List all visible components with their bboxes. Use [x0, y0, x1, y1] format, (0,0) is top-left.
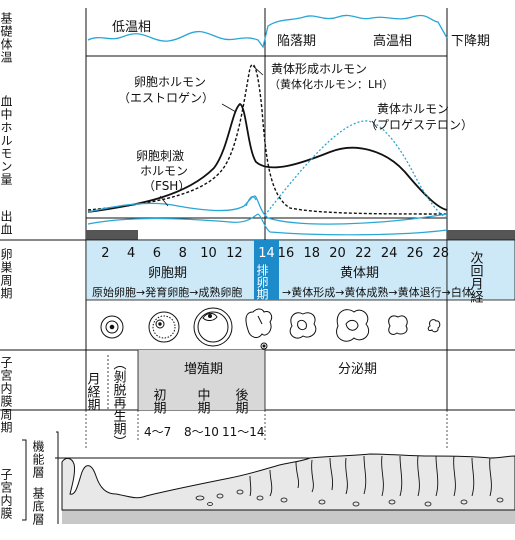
estrogen-label-1: 卵胞ホルモン	[134, 75, 206, 89]
row-label-bleed: 出血	[0, 210, 13, 236]
ovulation-day: 14	[258, 246, 275, 261]
ovulating-follicle	[245, 308, 273, 350]
shedding-label: （剝脱再生期）	[111, 357, 127, 448]
dotted-guides	[85, 410, 448, 450]
proliferative-band	[138, 350, 265, 410]
row-labels: 基礎体温 血中ホルモン量 出血 卵巣周期 子宮内膜周期 子宮内膜 機能層 基底層	[0, 12, 45, 526]
lh-label-1: 黄体形成ホルモン	[271, 62, 367, 76]
day-tick-label: 8	[179, 246, 187, 261]
day-ranges: 4〜7 8〜10 11〜14	[144, 425, 265, 439]
progesterone-label-2: （プロゲステロン）	[365, 118, 473, 132]
day-tick-label: 16	[278, 246, 295, 261]
gland-marks	[249, 455, 492, 497]
hormone-labels: 卵胞ホルモン （エストロゲン） 黄体形成ホルモン （黄体化ホルモン：LH） 黄体…	[118, 62, 473, 193]
endometrium-surface	[61, 453, 515, 511]
late-label: 後期	[233, 388, 249, 415]
lh-label-2: （黄体化ホルモン：LH）	[269, 77, 393, 91]
follicular-stages: 原始卵胞→発育卵胞→成熟卵胞	[92, 285, 242, 299]
luteal-label: 黄体期	[340, 266, 379, 281]
range-early: 4〜7	[144, 425, 171, 439]
uterine-labels: 月経期 （剝脱再生期） 増殖期 初期 中期 後期 分泌期	[85, 357, 378, 448]
range-late: 11〜14	[222, 425, 265, 439]
day-tick-labels: 2 4 6 8 10 12 16 18 20 22 24 26 28	[101, 246, 449, 261]
day-tick-label: 18	[303, 246, 320, 261]
uterine-dividers	[107, 350, 266, 410]
next-period-band	[446, 239, 515, 301]
fsh-curve	[87, 195, 448, 225]
progesterone-label-1: 黄体ホルモン	[377, 102, 449, 116]
row-label-uterine: 子宮内膜周期	[0, 356, 13, 434]
layer-brackets	[22, 431, 59, 524]
day-tick-label: 2	[101, 246, 109, 261]
next-period-label: 次回月経	[468, 250, 484, 304]
progesterone-curve	[264, 120, 448, 219]
bleed-bar-left	[86, 230, 138, 240]
day-tick-label: 4	[127, 246, 135, 261]
day-tick-label: 12	[226, 246, 243, 261]
estrogen-curve	[87, 102, 448, 213]
fsh-label-3: （FSH）	[143, 179, 190, 193]
row-label-hormone: 血中ホルモン量	[0, 95, 13, 186]
day-tick-label: 6	[153, 246, 161, 261]
ovulation-label: 排卵期	[255, 264, 269, 300]
bbt-labels: 低温相 陥落期 高温相 下降期	[112, 20, 490, 49]
corpus-albicans	[427, 319, 441, 333]
corpus-luteum-forming	[289, 312, 317, 339]
mid-label: 中期	[195, 388, 211, 415]
bleed-curve	[87, 213, 448, 236]
fsh-label-2: ホルモン	[140, 164, 188, 178]
bbt-decline-label: 下降期	[451, 34, 490, 49]
secretory-label: 分泌期	[338, 362, 377, 377]
bleed-bar-right	[447, 230, 515, 240]
ovarian-phase-labels: 卵胞期 黄体期 原始卵胞→発育卵胞→成熟卵胞 →黄体形成→黄体成熟→黄体退行→白…	[92, 266, 473, 299]
menstrual-label: 月経期	[85, 372, 101, 412]
bbt-curve	[87, 14, 448, 49]
lh-curve	[87, 64, 448, 215]
day-tick-label: 26	[407, 246, 424, 261]
early-label: 初期	[151, 388, 167, 415]
fsh-peak	[245, 196, 257, 207]
estrogen-label-2: （エストロゲン）	[118, 91, 214, 105]
day-tick-label: 20	[329, 246, 346, 261]
luteal-stages: →黄体形成→黄体成熟→黄体退行→白体	[282, 285, 473, 299]
corpus-luteum-regressing	[388, 315, 408, 335]
mature-follicle	[193, 307, 233, 347]
day-tick-label: 24	[381, 246, 398, 261]
hormone-leaders	[159, 65, 378, 207]
ovulation-band	[254, 240, 279, 300]
range-mid: 8〜10	[184, 425, 219, 439]
row-label-functional: 機能層	[31, 439, 45, 479]
corpus-luteum-mature	[336, 309, 370, 342]
basal-layer	[62, 510, 515, 524]
bbt-high-label: 高温相	[373, 33, 412, 49]
follicle-illustrations	[100, 307, 441, 350]
follicular-label: 卵胞期	[148, 266, 187, 281]
row-label-bbt: 基礎体温	[0, 12, 13, 64]
row-label-endometrium: 子宮内膜	[0, 468, 13, 520]
fsh-label-1: 卵胞刺激	[136, 149, 184, 163]
day-tick-label: 22	[355, 246, 372, 261]
day-tick-label: 28	[432, 246, 449, 261]
proliferative-label: 増殖期	[184, 361, 223, 377]
row-label-ovarian: 卵巣周期	[0, 248, 13, 300]
row-label-basal: 基底層	[31, 487, 45, 526]
day-tick-label: 10	[200, 246, 217, 261]
primordial-follicle	[100, 315, 124, 339]
gland-dots	[195, 489, 504, 507]
growing-follicle	[148, 311, 180, 343]
bbt-fall-label: 陥落期	[277, 34, 316, 49]
bbt-low-label: 低温相	[112, 20, 151, 35]
